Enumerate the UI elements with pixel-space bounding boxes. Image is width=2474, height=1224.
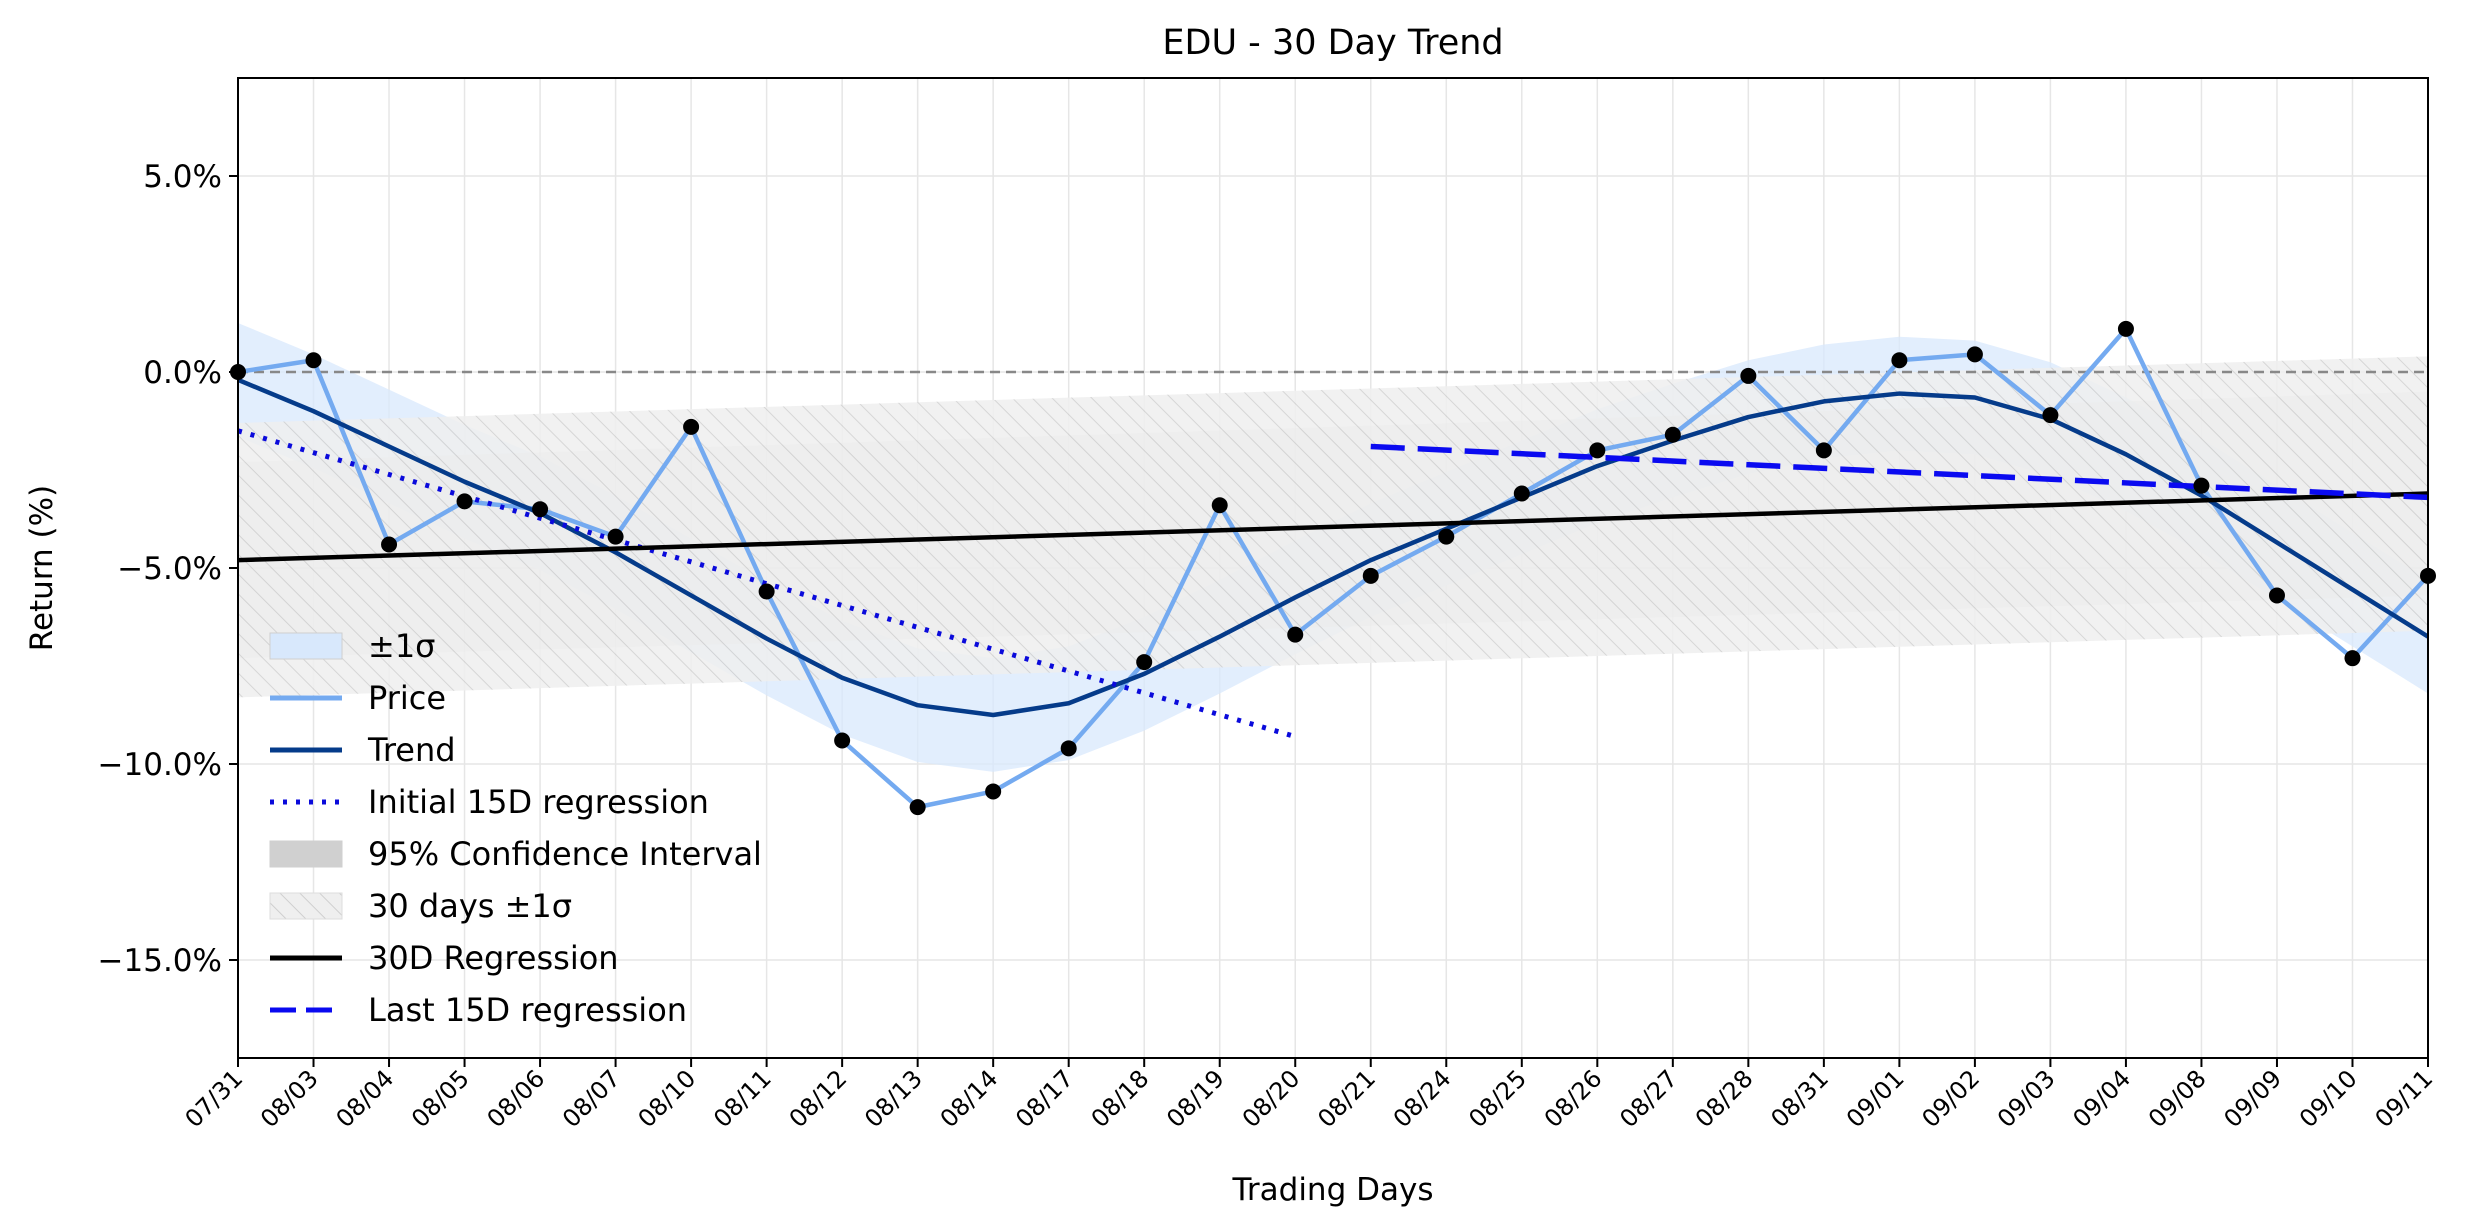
legend-entry: Initial 15D regression <box>270 783 709 821</box>
price-point <box>305 352 322 369</box>
price-point <box>2117 320 2134 337</box>
x-tick-label: 09/03 <box>1992 1064 2061 1133</box>
price-point <box>1060 740 1077 757</box>
price-point <box>834 732 851 749</box>
x-tick-label: 09/09 <box>2218 1064 2287 1133</box>
y-axis-ticks: 5.0% 0.0% −5.0% −10.0% −15.0% <box>98 159 238 979</box>
legend: ±1σ Price Trend Initial 15D regression 95% C… <box>269 627 762 1029</box>
bands <box>238 323 2428 772</box>
price-point <box>1740 367 1757 384</box>
x-tick-label: 08/13 <box>859 1064 928 1133</box>
y-tick-label: −10.0% <box>98 747 222 783</box>
legend-entry: ±1σ <box>269 627 435 665</box>
x-tick-label: 08/04 <box>331 1064 400 1133</box>
x-tick-label: 08/17 <box>1010 1064 1079 1133</box>
series-30d-regression <box>238 491 2428 563</box>
x-tick-label: 08/18 <box>1086 1064 1155 1133</box>
chart-title: EDU - 30 Day Trend <box>1162 23 1503 63</box>
legend-swatch <box>269 632 343 660</box>
x-tick-label: 08/11 <box>708 1064 777 1133</box>
legend-entry: Trend <box>270 731 456 769</box>
price-point <box>1966 346 1983 363</box>
legend-label: Trend <box>367 731 456 769</box>
series-last-15d-regression <box>1370 443 2428 501</box>
x-tick-label: 09/10 <box>2294 1064 2363 1133</box>
price-point <box>456 493 473 510</box>
series-initial-15d-regression <box>238 428 1296 739</box>
price-point <box>1891 352 1908 369</box>
series-trend <box>238 377 2428 718</box>
x-axis-label: Trading Days <box>1232 1172 1434 1208</box>
x-tick-label: 08/28 <box>1690 1064 1759 1133</box>
legend-label: ±1σ <box>368 627 435 665</box>
legend-label: 95% Confidence Interval <box>368 835 762 873</box>
legend-entry: 30D Regression <box>270 939 619 977</box>
y-tick-label: 0.0% <box>143 355 222 391</box>
x-axis-ticks: 07/31 08/03 08/04 08/05 08/06 08/07 08/10 08/11… <box>180 1058 2439 1133</box>
x-tick-label: 09/02 <box>1916 1064 1985 1133</box>
x-tick-label: 08/05 <box>406 1064 475 1133</box>
legend-entry: Price <box>270 679 446 717</box>
price-point <box>2193 477 2210 494</box>
x-tick-label: 09/11 <box>2370 1064 2439 1133</box>
price-point <box>985 783 1002 800</box>
x-tick-label: 08/03 <box>255 1064 324 1133</box>
price-point <box>1589 442 1606 459</box>
price-point <box>1513 485 1530 502</box>
legend-label: Price <box>368 679 446 717</box>
price-point <box>1664 426 1681 443</box>
price-point <box>381 536 398 553</box>
price-points <box>230 320 2436 816</box>
x-tick-label: 08/24 <box>1388 1064 1457 1133</box>
price-point <box>607 528 624 545</box>
x-tick-label: 08/26 <box>1539 1064 1608 1133</box>
x-tick-label: 08/19 <box>1161 1064 1230 1133</box>
price-point <box>532 501 549 518</box>
price-point <box>1287 626 1304 643</box>
x-tick-label: 08/10 <box>633 1064 702 1133</box>
price-point <box>1815 442 1832 459</box>
y-axis-label: Return (%) <box>24 485 60 651</box>
price-point <box>2268 587 2285 604</box>
x-tick-label: 08/27 <box>1614 1064 1683 1133</box>
legend-label: 30D Regression <box>368 939 619 977</box>
x-tick-label: 08/07 <box>557 1064 626 1133</box>
price-point <box>2042 407 2059 424</box>
series-price <box>238 326 2428 810</box>
legend-label: 30 days ±1σ <box>368 887 572 925</box>
legend-entry: Last 15D regression <box>270 991 687 1029</box>
price-point <box>758 583 775 600</box>
legend-label: Initial 15D regression <box>368 783 709 821</box>
x-tick-label: 08/06 <box>482 1064 551 1133</box>
legend-entry: 30 days ±1σ <box>269 887 572 925</box>
x-tick-label: 09/01 <box>1841 1064 1910 1133</box>
y-tick-label: 5.0% <box>143 159 222 195</box>
legend-swatch <box>269 840 343 868</box>
x-tick-label: 08/20 <box>1237 1064 1306 1133</box>
x-tick-label: 08/21 <box>1312 1064 1381 1133</box>
x-tick-label: 07/31 <box>180 1064 249 1133</box>
x-tick-label: 09/04 <box>2067 1064 2136 1133</box>
legend-entry: 95% Confidence Interval <box>269 835 762 873</box>
legend-swatch <box>269 892 343 920</box>
x-tick-label: 08/12 <box>784 1064 853 1133</box>
price-point <box>1438 528 1455 545</box>
series-lines <box>238 326 2428 810</box>
price-point <box>909 799 926 816</box>
legend-label: Last 15D regression <box>368 991 687 1029</box>
y-tick-label: −5.0% <box>117 551 222 587</box>
x-tick-label: 08/14 <box>935 1064 1004 1133</box>
y-tick-label: −15.0% <box>98 943 222 979</box>
x-tick-label: 08/31 <box>1765 1064 1834 1133</box>
price-point <box>683 418 700 435</box>
price-point <box>1362 567 1379 584</box>
x-tick-label: 09/08 <box>2143 1064 2212 1133</box>
x-tick-label: 08/25 <box>1463 1064 1532 1133</box>
price-point <box>2344 650 2361 667</box>
price-point <box>1211 497 1228 514</box>
price-point <box>1136 654 1153 671</box>
